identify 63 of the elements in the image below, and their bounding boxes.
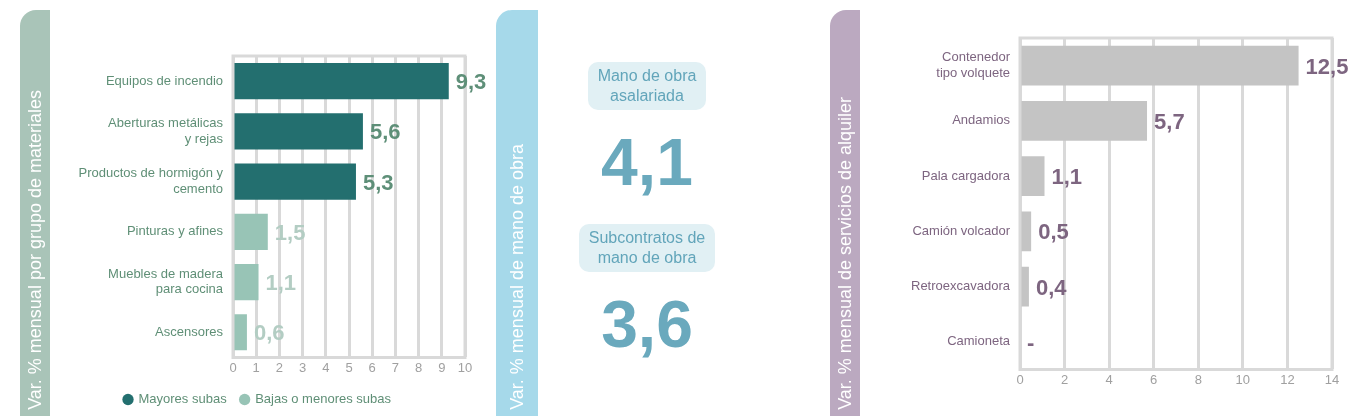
bar [1021, 156, 1045, 196]
x-tick-label: 2 [1060, 371, 1069, 387]
data-label: 0,4 [1035, 274, 1068, 300]
data-label: 5,3 [362, 169, 394, 195]
data-label: 0,6 [253, 320, 285, 346]
x-tick-label: 0 [1016, 371, 1024, 387]
x-tick-label: 2 [275, 359, 284, 375]
bar [1021, 100, 1148, 141]
bar [234, 63, 449, 100]
text: Var. % mensual de mano de obra [506, 143, 528, 412]
bar [234, 213, 268, 250]
data-label: 12,5 [1305, 53, 1349, 79]
bar [234, 314, 247, 351]
x-tick-label: 8 [414, 359, 423, 375]
data-label: 9,3 [455, 69, 487, 95]
data-label: 1,1 [1051, 164, 1083, 190]
data-label: 1,5 [274, 219, 306, 245]
x-tick-label: 0 [229, 359, 237, 375]
bar [234, 113, 363, 150]
y-tick-label: Pala cargadora [921, 167, 1011, 183]
x-tick-label: 4 [1105, 371, 1113, 387]
y-axis-title: Var. % mensual de servicios de alquiler [834, 96, 856, 412]
y-tick-label: Andamios [952, 112, 1011, 128]
x-tick-label: 10 [457, 359, 473, 375]
x-tick-label: 3 [298, 359, 307, 375]
text: - [1027, 329, 1035, 355]
x-tick-label: 12 [1280, 371, 1295, 387]
y-tick-label: Contenedor tipo volquete [936, 49, 1011, 80]
data-label: 5,7 [1154, 108, 1185, 134]
data-label: 3,6 [601, 286, 693, 363]
bar [1021, 45, 1299, 86]
y-axis-title: Var. % mensual por grupo de materiales [24, 89, 46, 412]
legend-label: Bajas o menores subas [255, 391, 392, 407]
category-label: Mano de obra asalariada [587, 62, 707, 110]
x-tick-label: 7 [391, 359, 400, 375]
x-tick-label: 6 [1150, 371, 1158, 387]
legend-label: Mayores subas [138, 391, 228, 407]
bar [234, 263, 259, 301]
y-tick-label: Camioneta [947, 333, 1011, 349]
bar [1021, 266, 1029, 307]
bar [234, 163, 356, 200]
data-label: 4,1 [601, 124, 693, 201]
y-tick-label: Camión volcador [912, 222, 1011, 238]
x-tick-label: 6 [368, 359, 376, 375]
y-tick-label: Muebles de madera para cocina [108, 265, 224, 297]
x-tick-label: 1 [252, 359, 260, 375]
data-label: 5,6 [369, 119, 401, 145]
y-tick-label: Retroexcavadora [911, 278, 1011, 294]
y-tick-label: Pinturas y afines [126, 223, 224, 239]
x-tick-label: 14 [1324, 371, 1340, 387]
y-tick-label: Aberturas metálicas y rejas [108, 115, 224, 146]
category-label: Subcontratos de mano de obra [578, 224, 716, 272]
y-tick-label: Productos de hormigón y cemento [78, 165, 224, 196]
x-tick-label: 9 [438, 359, 446, 375]
bar [1021, 211, 1032, 252]
x-tick-label: 5 [345, 359, 353, 375]
x-tick-label: 4 [322, 359, 330, 375]
y-tick-label: Ascensores [155, 323, 224, 339]
x-tick-label: 10 [1235, 371, 1251, 387]
data-label: 1,1 [265, 270, 297, 296]
x-tick-label: 8 [1194, 371, 1202, 387]
y-tick-label: Equipos de incendio [105, 72, 223, 88]
data-label: 0,5 [1038, 219, 1069, 245]
